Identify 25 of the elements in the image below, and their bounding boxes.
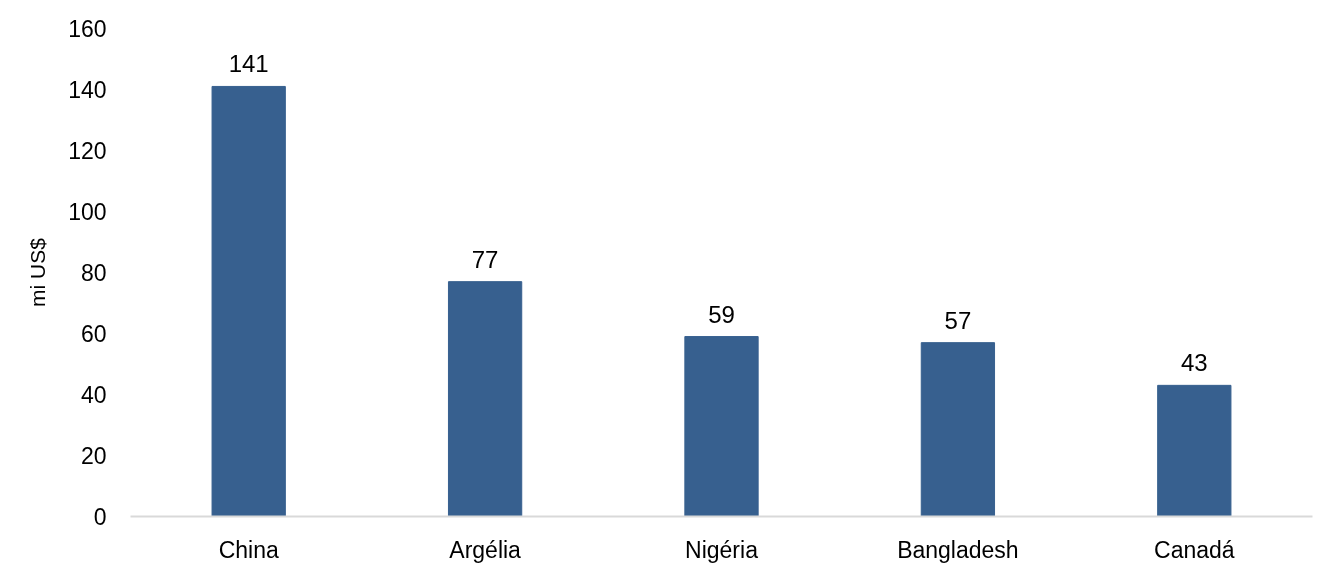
y-tick-label: 40: [80, 382, 107, 408]
y-tick-label: 140: [68, 77, 107, 103]
data-label: 43: [1180, 349, 1208, 377]
y-tick-label: 60: [80, 321, 107, 347]
y-axis-title: mi US$: [26, 237, 50, 307]
bar: [447, 281, 523, 517]
data-label: 57: [944, 306, 972, 334]
data-label: 59: [708, 300, 735, 328]
y-tick-label: 0: [93, 504, 107, 530]
bar: [211, 85, 286, 517]
y-tick-label: 100: [68, 199, 107, 225]
data-label: 141: [228, 50, 269, 78]
x-tick-label: Bangladesh: [897, 536, 1019, 563]
x-tick-label: Argélia: [449, 536, 522, 563]
y-tick-label: 120: [68, 138, 107, 164]
bar: [684, 336, 759, 517]
x-tick-label: China: [218, 536, 279, 563]
y-tick-label: 160: [68, 16, 107, 42]
x-tick-label: Nigéria: [685, 536, 759, 563]
bar: [1157, 384, 1232, 517]
x-tick-label: Canadá: [1154, 536, 1235, 563]
y-tick-label: 80: [80, 260, 107, 286]
bar: [920, 342, 996, 517]
y-tick-label: 20: [80, 443, 107, 469]
data-label: 77: [471, 245, 499, 273]
